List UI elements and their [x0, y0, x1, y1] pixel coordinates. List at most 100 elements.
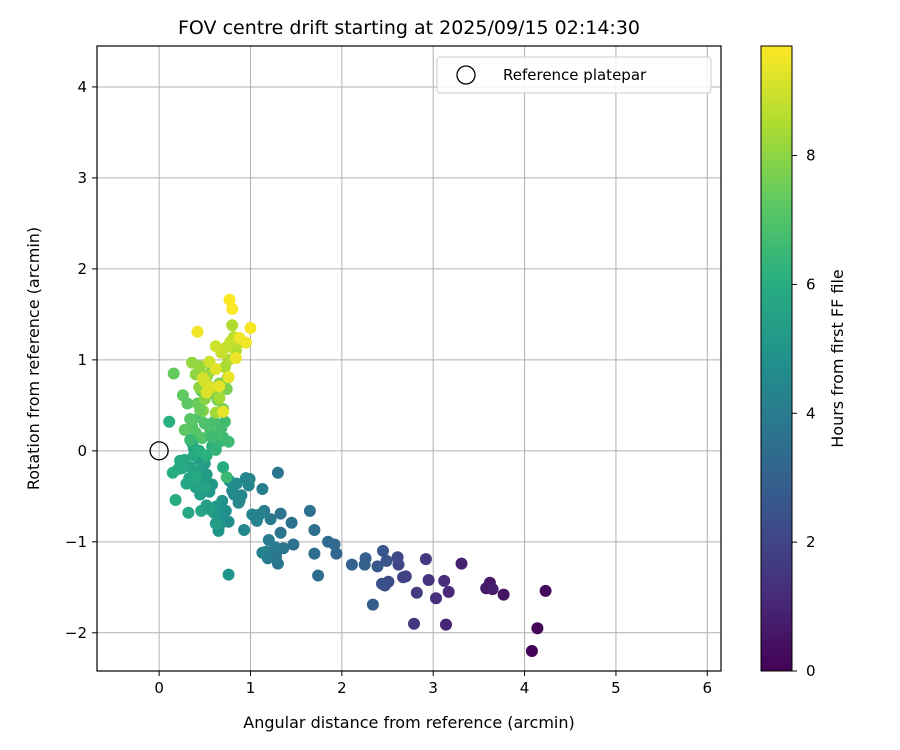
data-point [391, 551, 404, 564]
data-point [371, 560, 384, 573]
data-point [204, 381, 217, 394]
data-points [163, 293, 552, 657]
data-point [233, 494, 246, 507]
data-point [239, 472, 252, 485]
data-point [184, 413, 197, 425]
data-point [166, 466, 179, 479]
data-point [229, 352, 242, 364]
colorbar-tick-label: 6 [806, 275, 816, 293]
y-tick-label: −2 [65, 624, 87, 642]
data-point [200, 499, 213, 512]
data-point [358, 558, 371, 571]
data-point [176, 389, 189, 402]
legend: Reference platepar [436, 56, 712, 94]
data-point [376, 577, 388, 590]
data-point [217, 510, 230, 523]
data-point [264, 513, 277, 526]
colorbar-tick-label: 8 [806, 147, 816, 165]
data-point [226, 302, 239, 315]
data-point [345, 558, 358, 571]
legend-box [436, 56, 712, 94]
y-axis-label: Rotation from reference (arcmin) [24, 227, 43, 490]
data-point [380, 554, 393, 567]
data-point [410, 586, 423, 599]
reference-platepar-marker [149, 441, 169, 461]
legend-entry-reference-platepar: Reference platepar [503, 66, 647, 84]
data-point [322, 535, 335, 548]
data-point [217, 405, 230, 418]
x-tick-label: 2 [337, 679, 347, 697]
data-point [377, 544, 389, 557]
data-point [194, 360, 207, 373]
data-point [256, 483, 269, 495]
y-tick-label: 3 [77, 169, 87, 187]
colorbar: 0 2 4 6 8 Hours from first FF file [760, 45, 847, 680]
data-point [271, 466, 284, 479]
data-point [238, 524, 251, 536]
data-point [209, 363, 222, 375]
data-point [222, 568, 235, 581]
data-point [455, 557, 468, 570]
data-point [244, 322, 257, 334]
y-axis-ticks: −2 −1 0 1 2 3 4 [65, 78, 97, 642]
data-point [206, 431, 219, 444]
x-tick-label: 1 [246, 679, 256, 697]
x-axis-ticks: 0 1 2 3 4 5 6 [154, 671, 712, 697]
data-point [531, 622, 544, 635]
plot-frame [96, 45, 722, 672]
data-point [220, 471, 233, 484]
colorbar-label: Hours from first FF file [828, 269, 847, 448]
y-tick-label: 1 [77, 351, 87, 369]
x-tick-label: 6 [703, 679, 713, 697]
data-point [209, 517, 222, 530]
data-point [200, 449, 213, 462]
data-point [438, 574, 451, 587]
data-point [213, 380, 226, 393]
x-tick-label: 5 [611, 679, 621, 697]
data-point [191, 325, 204, 338]
data-point [430, 592, 442, 605]
x-tick-label: 4 [520, 679, 530, 697]
data-point [180, 477, 193, 490]
data-point [182, 506, 195, 519]
legend-marker [456, 65, 476, 85]
data-point [408, 617, 420, 630]
colorbar-tick-label: 2 [806, 533, 816, 551]
data-point [303, 504, 316, 517]
x-tick-label: 3 [428, 679, 438, 697]
data-point [184, 433, 197, 446]
colorbar-tick-label: 4 [806, 404, 816, 422]
data-point [169, 494, 182, 506]
data-point [178, 423, 191, 436]
y-tick-label: 0 [77, 442, 87, 460]
data-point [226, 319, 239, 332]
data-point [308, 524, 321, 536]
data-point [207, 415, 220, 428]
data-point [486, 583, 499, 596]
data-point [194, 403, 207, 416]
colorbar-ticks: 0 2 4 6 8 [792, 147, 816, 680]
data-point [397, 571, 410, 584]
data-point [223, 293, 236, 306]
data-point [209, 340, 222, 353]
data-point [189, 481, 202, 494]
colorbar-gradient [760, 45, 793, 672]
y-tick-label: 2 [77, 260, 87, 278]
data-point [525, 645, 538, 657]
data-point [330, 547, 343, 560]
data-point [539, 584, 552, 597]
y-tick-label: −1 [65, 533, 87, 551]
data-point [217, 461, 230, 474]
data-point [198, 481, 211, 494]
data-point [312, 569, 325, 582]
data-point [222, 371, 235, 384]
data-point [246, 508, 259, 521]
data-point [422, 574, 435, 586]
data-point [256, 546, 269, 559]
data-point [222, 435, 235, 448]
data-point [287, 538, 300, 551]
data-point [440, 618, 452, 631]
data-point [274, 507, 287, 520]
data-point [213, 392, 226, 405]
